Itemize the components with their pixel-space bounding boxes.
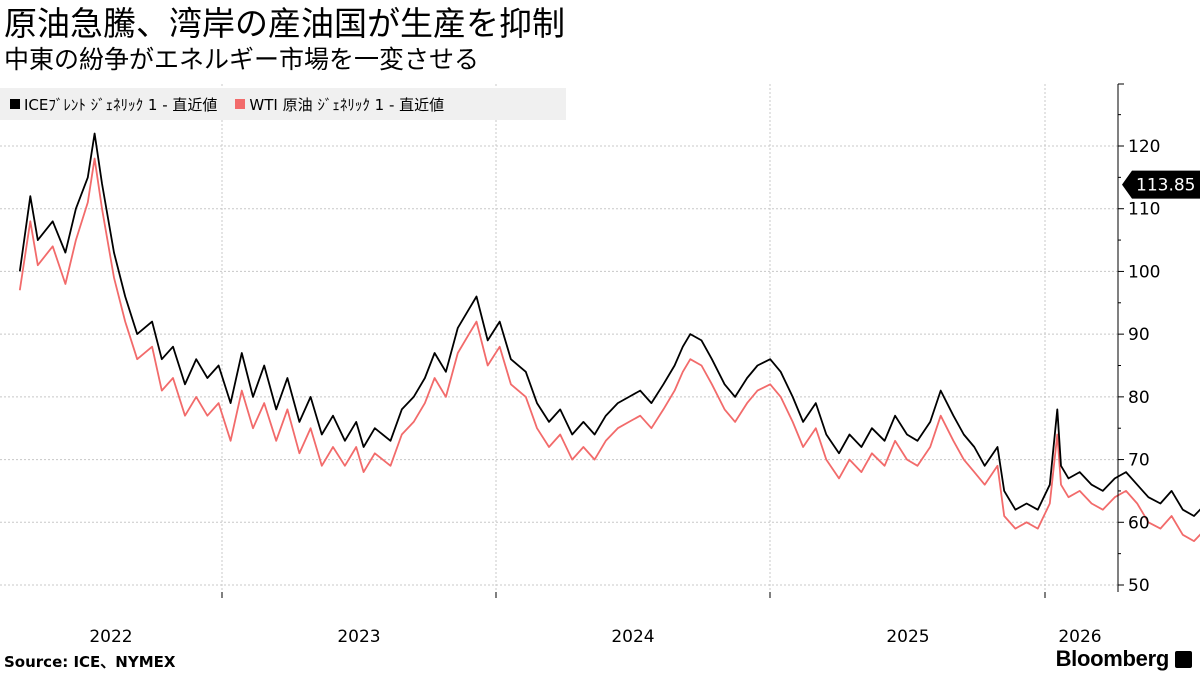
grid-lines	[0, 84, 1118, 592]
x-axis-ticks: 2022 2023 2024 2025 2026	[89, 592, 1102, 647]
x-tick-label: 2023	[337, 627, 380, 647]
y-tick-label: 90	[1128, 325, 1150, 345]
legend-swatch-brent	[10, 99, 20, 109]
y-tick-label: 120	[1128, 137, 1160, 157]
last-value-label: 113.85	[1136, 176, 1195, 196]
legend-swatch-wti	[235, 99, 246, 109]
bloomberg-icon	[1175, 650, 1192, 668]
last-value-callout: 113.85	[1122, 170, 1200, 199]
brand-logo: Bloomberg	[1056, 646, 1192, 672]
series-line-wti	[18, 157, 1200, 542]
y-tick-label: 60	[1128, 513, 1150, 533]
x-tick-label: 2026	[1058, 627, 1101, 647]
legend: ICEﾌﾞﾚﾝﾄ ｼﾞｪﾈﾘｯｸ 1 - 直近値 WTI 原油 ｼﾞｪﾈﾘｯｸ …	[0, 88, 566, 120]
series-line-brent	[18, 132, 1200, 517]
y-tick-label: 80	[1128, 388, 1150, 408]
legend-label-wti: WTI 原油 ｼﾞｪﾈﾘｯｸ 1 - 直近値	[249, 95, 445, 114]
legend-item-brent: ICEﾌﾞﾚﾝﾄ ｼﾞｪﾈﾘｯｸ 1 - 直近値	[10, 94, 217, 115]
y-tick-label: 50	[1128, 576, 1150, 596]
x-tick-label: 2024	[611, 627, 654, 647]
y-tick-label: 100	[1128, 262, 1160, 282]
series-layer	[18, 132, 1200, 542]
x-tick-label: 2022	[89, 627, 132, 647]
legend-label-brent: ICEﾌﾞﾚﾝﾄ ｼﾞｪﾈﾘｯｸ 1 - 直近値	[24, 95, 218, 114]
y-tick-label: 110	[1128, 200, 1160, 220]
legend-item-wti: WTI 原油 ｼﾞｪﾈﾘｯｸ 1 - 直近値	[235, 94, 444, 115]
last-value-box	[1122, 170, 1200, 199]
chart-title: 原油急騰、湾岸の産油国が生産を抑制	[4, 4, 565, 43]
y-tick-label: 70	[1128, 451, 1150, 471]
x-tick-label: 2025	[886, 627, 929, 647]
chart-subtitle: 中東の紛争がエネルギー市場を一変させる	[4, 45, 480, 74]
source-note: Source: ICE、NYMEX	[4, 653, 176, 671]
y-axis: 50 60 70 80 90 100 110 120	[1117, 83, 1160, 596]
brand-name: Bloomberg	[1055, 646, 1170, 671]
